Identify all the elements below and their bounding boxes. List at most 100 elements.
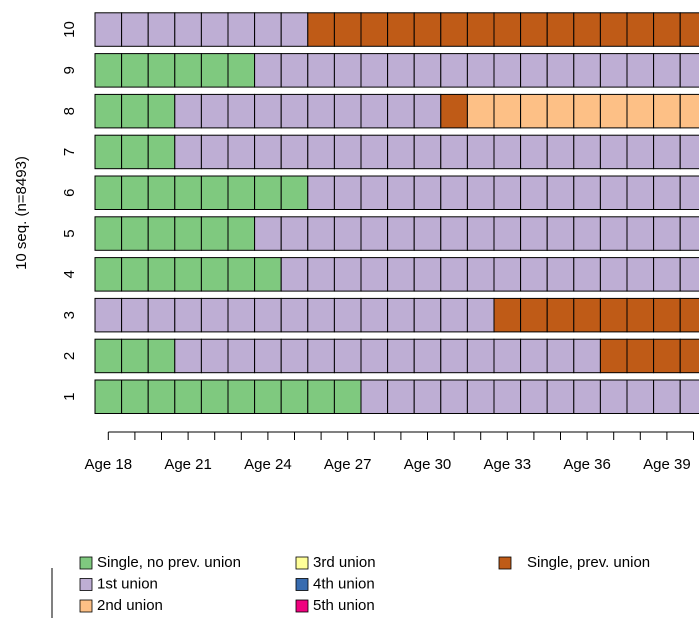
legend-swatch xyxy=(79,599,93,613)
state-cell xyxy=(413,53,442,88)
state-cell xyxy=(360,257,389,292)
state-cell xyxy=(573,379,601,414)
state-cell xyxy=(546,257,575,292)
state-cell xyxy=(147,216,176,251)
state-cell xyxy=(121,379,149,414)
state-cell xyxy=(280,175,309,210)
state-cell xyxy=(94,297,123,333)
state-cell xyxy=(360,12,389,47)
legend-swatch xyxy=(79,578,93,591)
state-cell xyxy=(174,297,202,333)
state-cell xyxy=(493,93,522,129)
state-cell xyxy=(307,297,335,333)
legend-label: 3rd union xyxy=(313,554,376,571)
state-cell xyxy=(227,53,256,88)
state-cell xyxy=(200,216,229,251)
state-cell xyxy=(520,216,548,251)
state-cell xyxy=(493,134,522,170)
state-cell xyxy=(227,12,256,47)
state-cell xyxy=(466,134,495,170)
state-cell xyxy=(174,134,202,170)
state-cell xyxy=(307,53,335,88)
state-cell xyxy=(147,379,176,414)
state-cell xyxy=(200,379,229,414)
state-cell xyxy=(626,175,655,210)
state-cell xyxy=(147,297,176,333)
state-cell xyxy=(520,53,548,88)
state-cell xyxy=(546,53,575,88)
state-cell xyxy=(493,12,522,47)
y-axis-label: 10 seq. (n=8493) xyxy=(13,156,30,270)
state-cell xyxy=(599,297,628,333)
state-cell xyxy=(307,93,335,129)
state-cell xyxy=(599,216,628,251)
state-cell xyxy=(200,12,229,47)
state-cell xyxy=(493,175,522,210)
state-cell xyxy=(227,297,256,333)
state-cell xyxy=(520,175,548,210)
state-cell xyxy=(626,216,655,251)
state-cell xyxy=(360,93,389,129)
state-cell xyxy=(679,12,699,47)
row-label: 1 xyxy=(61,393,78,401)
state-cell xyxy=(440,53,468,88)
state-cell xyxy=(546,338,575,374)
state-cell xyxy=(413,12,442,47)
state-cell xyxy=(440,338,468,374)
state-cell xyxy=(387,53,415,88)
state-cell xyxy=(466,379,495,414)
state-cell xyxy=(626,297,655,333)
state-cell xyxy=(679,134,699,170)
state-cell xyxy=(227,93,256,129)
state-cell xyxy=(254,93,282,129)
state-cell xyxy=(307,134,335,170)
state-cell xyxy=(121,53,149,88)
state-cell xyxy=(413,257,442,292)
state-cell xyxy=(147,257,176,292)
state-cell xyxy=(333,12,362,47)
legend-swatch xyxy=(295,599,309,613)
state-cell xyxy=(200,134,229,170)
state-cell xyxy=(653,93,681,129)
state-cell xyxy=(626,53,655,88)
row-label: 6 xyxy=(61,189,78,197)
legend-swatch xyxy=(295,578,309,591)
state-cell xyxy=(147,93,176,129)
x-tick-label: Age 30 xyxy=(404,456,452,473)
x-tick-label: Age 18 xyxy=(85,456,133,473)
state-cell xyxy=(254,257,282,292)
state-cell xyxy=(360,338,389,374)
state-cell xyxy=(387,379,415,414)
state-cell xyxy=(280,134,309,170)
state-cell xyxy=(653,297,681,333)
state-cell xyxy=(280,93,309,129)
state-cell xyxy=(121,297,149,333)
x-tick-label: Age 27 xyxy=(324,456,372,473)
state-cell xyxy=(599,379,628,414)
state-cell xyxy=(626,338,655,374)
state-cell xyxy=(254,297,282,333)
state-cell xyxy=(147,175,176,210)
state-cell xyxy=(280,12,309,47)
state-cell xyxy=(599,93,628,129)
state-cell xyxy=(121,216,149,251)
state-cell xyxy=(653,53,681,88)
state-cell xyxy=(413,175,442,210)
row-label: 2 xyxy=(61,352,78,360)
state-cell xyxy=(466,338,495,374)
x-tick-label: Age 39 xyxy=(643,456,691,473)
x-tick-label: Age 24 xyxy=(244,456,292,473)
state-cell xyxy=(493,379,522,414)
state-cell xyxy=(679,379,699,414)
state-cell xyxy=(94,134,123,170)
state-cell xyxy=(599,53,628,88)
state-cell xyxy=(387,338,415,374)
state-cell xyxy=(387,257,415,292)
state-cell xyxy=(440,216,468,251)
legend-label: 2nd union xyxy=(97,597,163,614)
legend-label: 5th union xyxy=(313,597,375,614)
state-cell xyxy=(360,53,389,88)
state-cell xyxy=(333,379,362,414)
state-cell xyxy=(121,257,149,292)
